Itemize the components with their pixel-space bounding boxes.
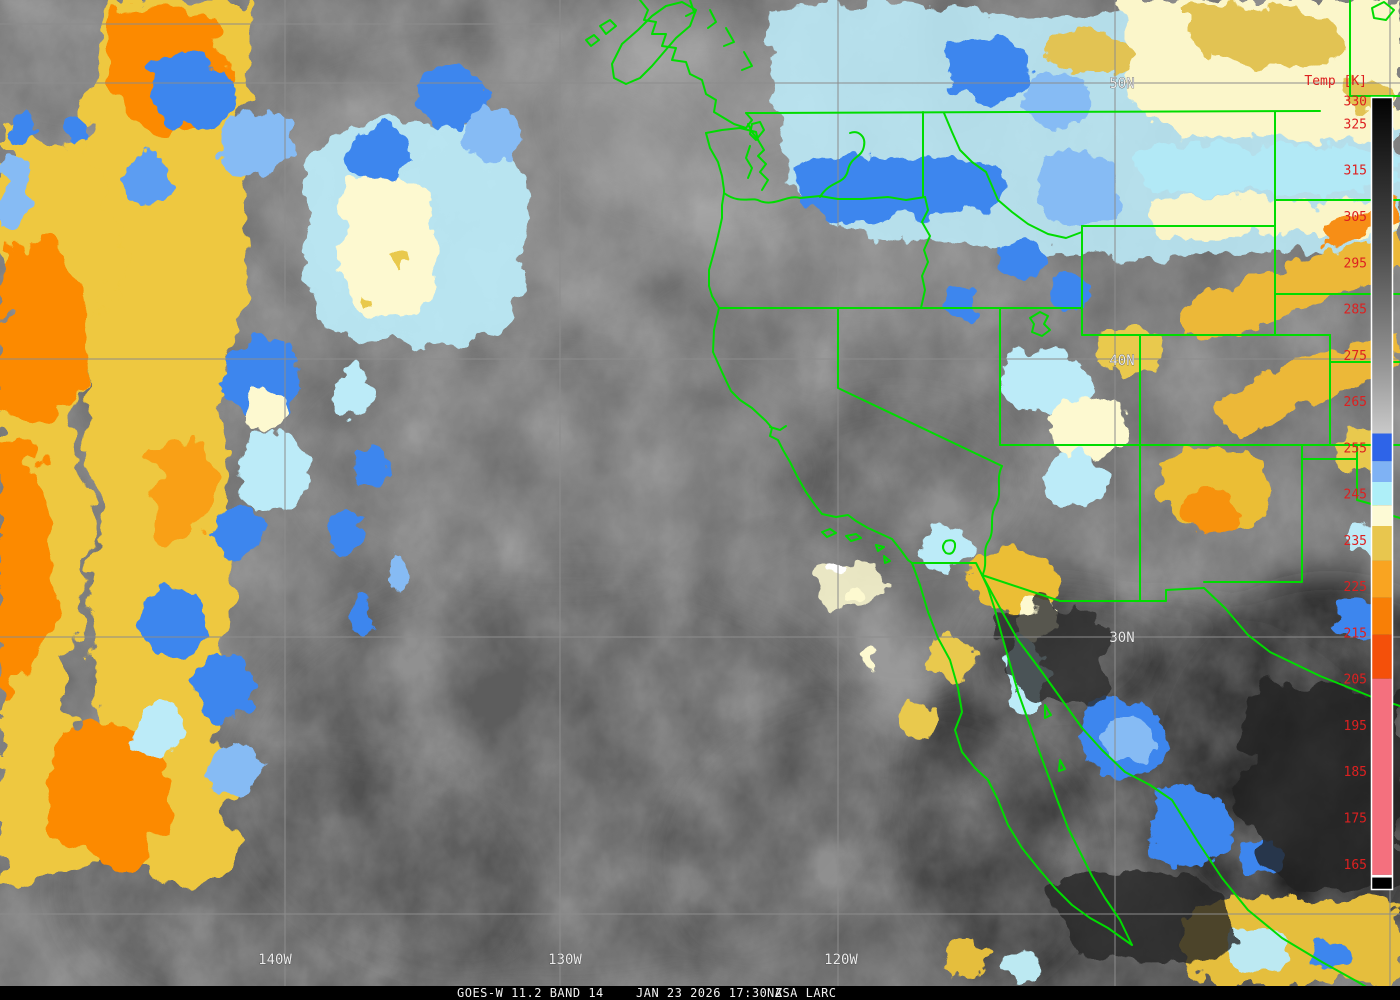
colorbar-tick-label: 235 [1344, 534, 1367, 549]
colorbar-title: Temp [K] [1304, 74, 1367, 89]
dark-cloud-cores [1001, 605, 1400, 964]
colorbar-tick-label: 305 [1344, 210, 1367, 225]
colorbar-segment [1372, 678, 1392, 875]
vancouver-island-outline [611, 1, 697, 85]
colorbar-segment [1372, 877, 1392, 890]
rio-grande [1203, 587, 1400, 707]
colorbar-tick-label: 285 [1344, 303, 1367, 318]
id-mt-border [943, 112, 1083, 239]
colorbar-segment [1372, 98, 1392, 434]
colorbar-tick-label: 225 [1344, 580, 1367, 595]
baja-east-coast [981, 574, 1133, 946]
california-coast [712, 307, 913, 564]
geo-borders [585, 0, 1400, 995]
colorbar-segment [1372, 433, 1392, 462]
colorbar-segment [1372, 874, 1392, 878]
oregon-coast [708, 192, 725, 309]
colorbar: Temp [K] 330 325 315 305 295 285 275 265 255 245 2… [1304, 74, 1394, 891]
colorbar-tick-label: 330 [1344, 94, 1367, 109]
nm-tx-border [1203, 444, 1303, 583]
colorbar-segment [1372, 526, 1392, 561]
salton-sea [942, 539, 957, 555]
graticule-labels: 50N 40N 30N 140W 130W 120W [258, 76, 1135, 969]
us-mexico-border [911, 562, 1205, 602]
colorbar-segment [1372, 597, 1392, 635]
ca-nv-border [837, 307, 1003, 467]
puget-sound-coast [705, 127, 769, 191]
colorbar-tick-label: 185 [1344, 765, 1367, 780]
wa-or-border [723, 192, 926, 204]
graticule-label: 130W [548, 952, 582, 968]
colorbar-tick-label: 295 [1344, 256, 1367, 271]
graticule-label: 120W [824, 952, 858, 968]
graticule-label: 140W [258, 952, 292, 968]
colorbar-segment [1372, 560, 1392, 598]
colorado-river [982, 465, 1003, 575]
colorbar-tick-label: 165 [1344, 858, 1367, 873]
caption-product: GOES-W 11.2 BAND 14 [457, 986, 604, 1000]
colorbar-tick-label: 315 [1344, 164, 1367, 179]
colorbar-tick-label: 205 [1344, 673, 1367, 688]
colorbar-tick-label: 215 [1344, 626, 1367, 641]
caption-bar: GOES-W 11.2 BAND 14 JAN 23 2026 17:30 Z … [0, 986, 1400, 1000]
colorbar-tick-label: 265 [1344, 395, 1367, 410]
or-id-border [920, 196, 931, 309]
colorbar-segments [1372, 98, 1392, 890]
mexico-mainland-coast [981, 574, 1379, 995]
colorbar-tick-label: 275 [1344, 349, 1367, 364]
us-canada-border [745, 110, 1321, 114]
colorbar-tick-label: 245 [1344, 488, 1367, 503]
graticule-label: 30N [1109, 630, 1134, 646]
caption-datetime: JAN 23 2026 17:30 Z [636, 986, 783, 1000]
great-salt-lake [1029, 311, 1051, 337]
colorbar-segment [1372, 505, 1392, 526]
channel-islands [821, 528, 837, 538]
colorbar-tick-label: 325 [1344, 117, 1367, 132]
caption-bar-background [0, 986, 1400, 1000]
caption-source: NASA LARC [767, 986, 837, 1000]
washington-coast [705, 132, 725, 194]
colorbar-segment [1372, 482, 1392, 506]
bc-mainland-coast [639, 0, 753, 129]
columbia-river [819, 131, 866, 198]
sf-bay [769, 425, 787, 431]
colorbar-tick-label: 255 [1344, 441, 1367, 456]
graticule-label: 50N [1109, 76, 1134, 92]
baja-west-coast [911, 562, 1133, 946]
colorbar-tick-label: 175 [1344, 812, 1367, 827]
colorbar-tick-labels: 330 325 315 305 295 285 275 265 255 245 235 225 215 2… [1344, 94, 1367, 873]
colorbar-segment [1372, 634, 1392, 679]
colorbar-frame [1370, 96, 1394, 891]
colorbar-segment [1372, 461, 1392, 482]
colorbar-tick-label: 195 [1344, 719, 1367, 734]
graticule-label: 40N [1109, 353, 1134, 369]
